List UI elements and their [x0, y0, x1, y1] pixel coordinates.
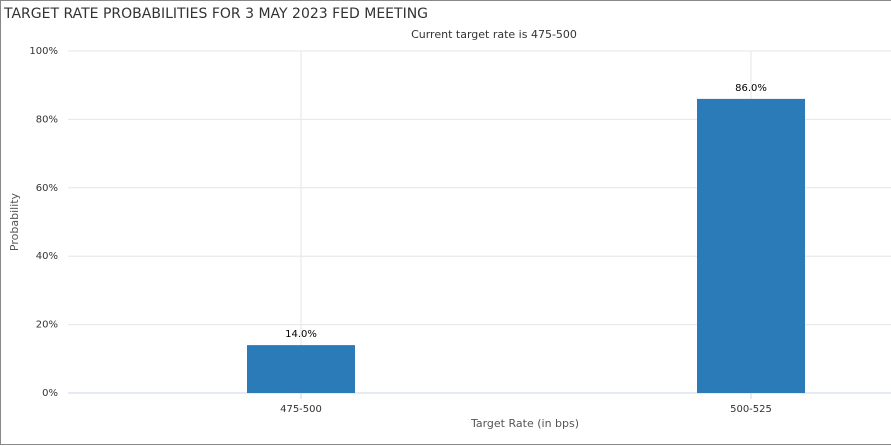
- bar: [697, 98, 805, 393]
- x-tick-label: 475-500: [280, 404, 322, 415]
- y-tick-label: 60%: [36, 183, 58, 194]
- y-tick-label: 40%: [36, 251, 58, 262]
- y-tick-label: 0%: [42, 388, 58, 399]
- y-tick-label: 80%: [36, 114, 58, 125]
- bar: [247, 345, 355, 393]
- chart-title: TARGET RATE PROBABILITIES FOR 3 MAY 2023…: [3, 6, 428, 22]
- data-label: 86.0%: [735, 83, 767, 94]
- y-tick-label: 100%: [29, 46, 58, 57]
- y-tick-label: 20%: [36, 320, 58, 331]
- data-label: 14.0%: [285, 329, 317, 340]
- x-axis-title: Target Rate (in bps): [470, 417, 579, 430]
- y-axis-title: Probability: [8, 192, 21, 251]
- chart-subtitle: Current target rate is 475-500: [411, 28, 577, 41]
- x-tick-label: 500-525: [730, 404, 772, 415]
